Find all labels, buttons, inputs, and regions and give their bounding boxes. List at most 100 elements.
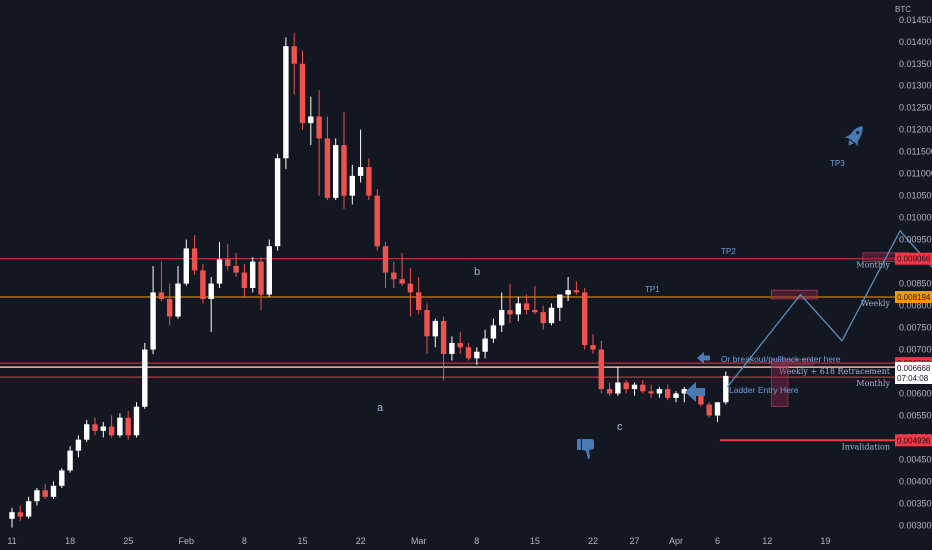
candle-81 xyxy=(681,386,687,403)
candle-5 xyxy=(50,481,57,500)
time-axis[interactable]: 11 18 25 Feb 8 15 22 Mar 8 15 22 27 Apr 6 12 19 xyxy=(7,536,830,546)
candle-80 xyxy=(673,391,679,403)
tp3-label: TP3 xyxy=(830,159,845,168)
candle-32 xyxy=(274,153,281,251)
candle-body xyxy=(200,270,206,299)
candle-body xyxy=(75,439,82,451)
candle-4 xyxy=(42,483,48,500)
candle-16 xyxy=(142,342,148,409)
candle-15 xyxy=(133,402,140,438)
candle-48 xyxy=(407,268,414,317)
candle-85 xyxy=(714,402,721,423)
candle-73 xyxy=(615,367,621,396)
level-price-tag: 0.004936 xyxy=(895,434,932,447)
candle-body xyxy=(42,490,48,497)
candle-body xyxy=(382,246,389,273)
candle-68 xyxy=(573,281,580,295)
entry-zone-0 xyxy=(771,358,814,366)
candle-body xyxy=(440,320,447,354)
candle-body xyxy=(17,512,23,517)
candle-29 xyxy=(250,257,256,293)
candle-body xyxy=(357,167,364,176)
candle-6 xyxy=(59,468,65,489)
time-tick: 25 xyxy=(123,536,133,546)
time-tick: 15 xyxy=(297,536,307,546)
candle-27 xyxy=(233,252,239,277)
projection-layer xyxy=(726,229,932,388)
breakout-annotation: Or breakout/pullback enter here xyxy=(721,354,841,364)
candle-body xyxy=(59,470,65,486)
currency-label: BTC xyxy=(895,5,911,14)
current-price-tag: 0.006668 07:04:08 xyxy=(895,362,932,384)
candle-body xyxy=(424,309,430,337)
time-tick: 19 xyxy=(820,536,830,546)
candle-body xyxy=(142,349,148,407)
candle-42 xyxy=(357,129,364,183)
candle-63 xyxy=(532,285,538,315)
target-zone-tp1 xyxy=(771,289,818,300)
candle-body xyxy=(341,145,347,196)
candle-62 xyxy=(523,294,530,315)
candle-body xyxy=(333,145,339,198)
candle-body xyxy=(175,283,181,317)
candle-23 xyxy=(200,263,206,304)
candle-25 xyxy=(216,241,223,288)
candle-body xyxy=(374,195,380,247)
candle-58 xyxy=(490,318,497,343)
time-tick: 15 xyxy=(530,536,540,546)
time-tick: Feb xyxy=(179,536,195,546)
candle-body xyxy=(258,261,264,295)
candle-40 xyxy=(341,112,347,209)
candle-77 xyxy=(648,384,654,398)
candle-body xyxy=(50,485,57,497)
ladder-entry-annotation: Ladder Entry Here xyxy=(729,385,799,395)
candle-body xyxy=(299,63,306,124)
left-arrow-large-icon xyxy=(685,382,705,402)
candle-45 xyxy=(382,241,389,288)
candle-body xyxy=(598,349,604,390)
candle-body xyxy=(191,248,198,271)
candle-44 xyxy=(374,189,380,251)
candle-74 xyxy=(623,380,629,394)
level-price-tag-text: 0.009066 xyxy=(897,255,931,264)
candle-body xyxy=(615,382,621,394)
candle-body xyxy=(308,116,314,124)
candle-body xyxy=(67,450,73,471)
candle-body xyxy=(673,393,679,398)
candle-body xyxy=(266,246,272,295)
candle-body xyxy=(416,292,422,310)
candle-body xyxy=(523,303,530,310)
candle-12 xyxy=(108,415,115,438)
candle-66 xyxy=(557,294,563,321)
candle-13 xyxy=(117,413,123,438)
candle-body xyxy=(515,303,521,315)
candle-70 xyxy=(590,334,596,354)
thumbs-down-icon xyxy=(577,439,594,459)
time-tick: Apr xyxy=(669,536,683,546)
level-price-tag: 0.009066 xyxy=(895,252,932,265)
candle-33 xyxy=(283,37,289,170)
level-price-tag-text: 0.004936 xyxy=(897,436,931,445)
candle-body xyxy=(474,351,480,359)
candle-body xyxy=(465,347,472,359)
candle-body xyxy=(324,138,331,198)
candle-body xyxy=(34,490,40,502)
candle-body xyxy=(92,424,98,431)
candle-0 xyxy=(9,507,15,528)
candle-75 xyxy=(631,382,638,396)
svg-text:0.006668: 0.006668 xyxy=(897,364,931,373)
time-tick: 12 xyxy=(762,536,772,546)
wave-label-a: a xyxy=(377,402,384,414)
candle-body xyxy=(698,391,704,405)
candle-body xyxy=(449,342,455,354)
candle-body xyxy=(640,384,646,392)
